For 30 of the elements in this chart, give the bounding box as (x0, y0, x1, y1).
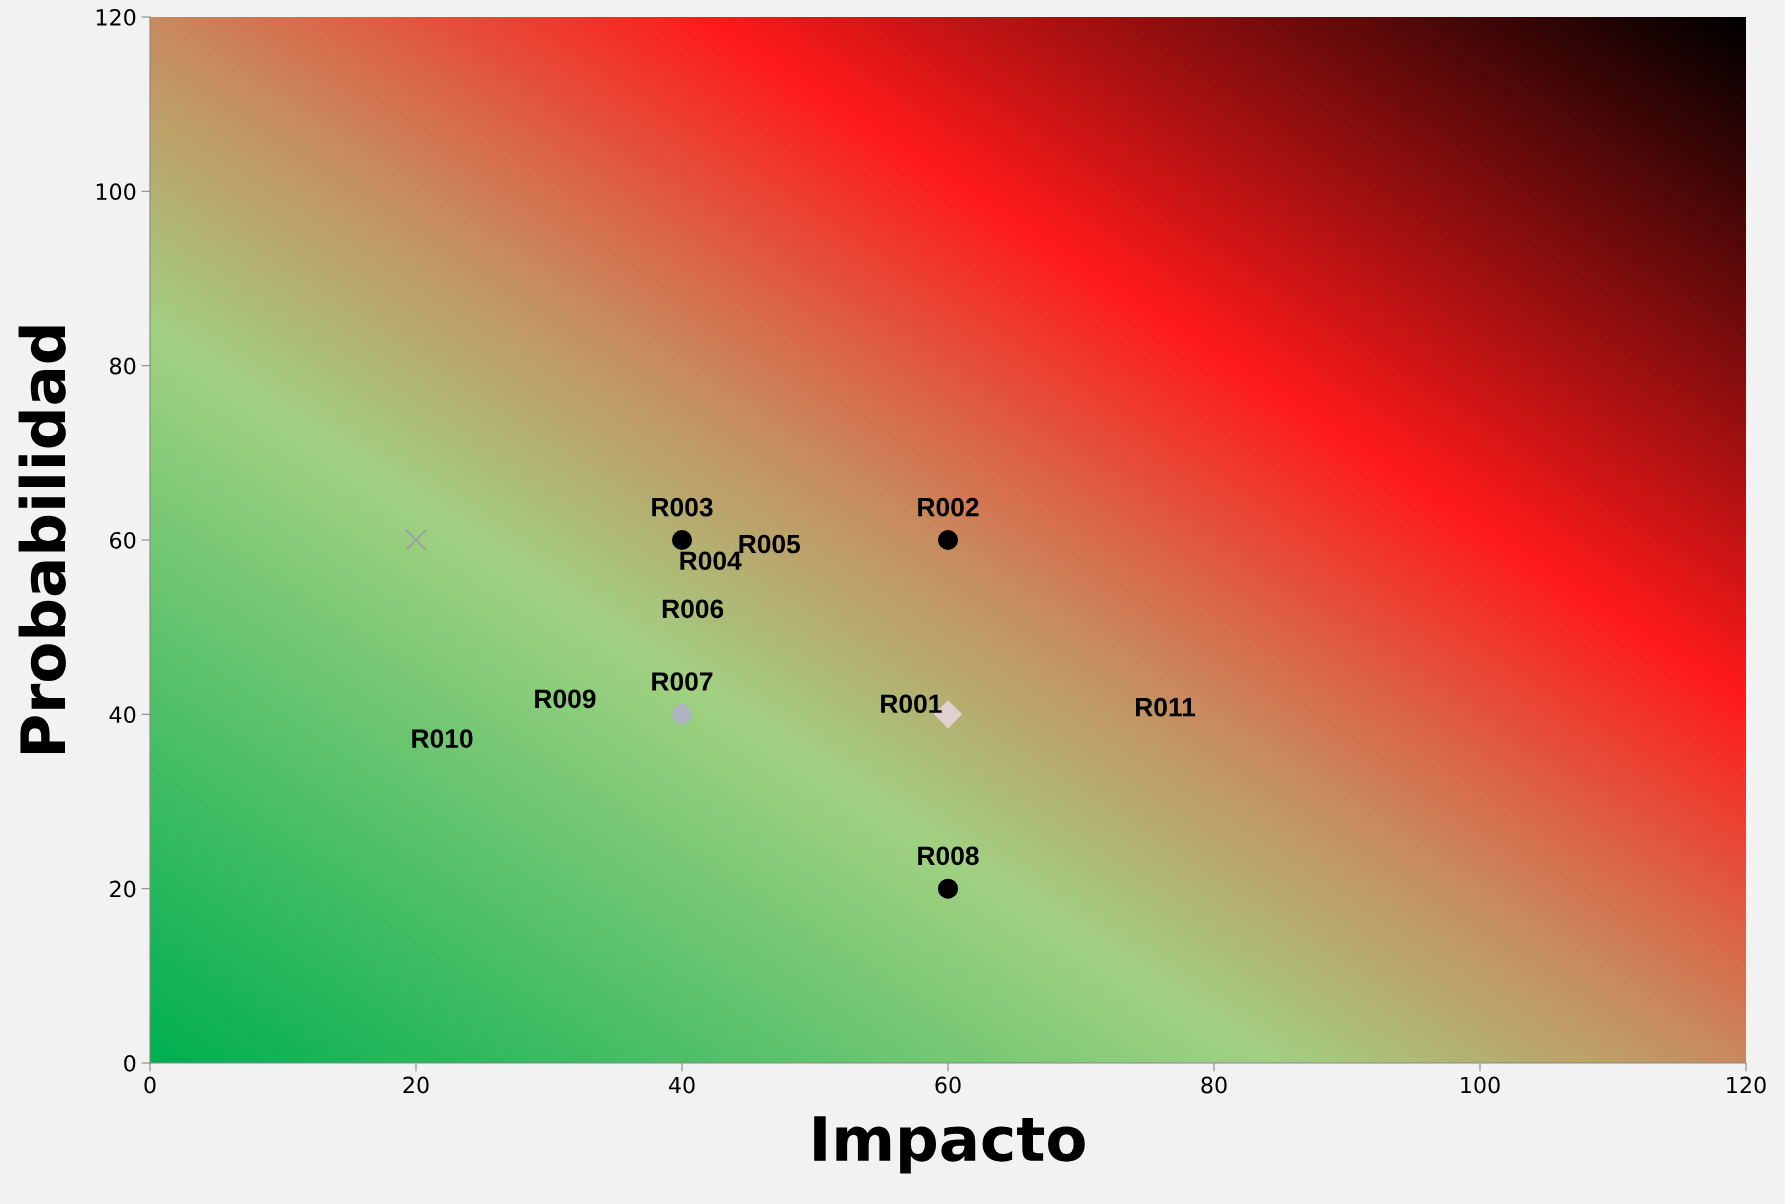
y-tick-label: 60 (110, 531, 136, 549)
annotation: R009 (535, 689, 596, 709)
point (671, 704, 693, 725)
x-tick-label: 0 (144, 1076, 156, 1094)
x-tick-label: 120 (1727, 1076, 1766, 1094)
y-tick-label: 0 (124, 1054, 136, 1072)
annotation: R010 (412, 729, 473, 748)
annotation: R011 (1136, 697, 1196, 717)
data-label: R001 (881, 694, 942, 714)
point (405, 529, 427, 551)
y-tick-label: 80 (110, 357, 136, 375)
y-tick-label: 40 (109, 706, 136, 724)
y-tick-label: 100 (96, 183, 136, 201)
x-tick-label: 20 (403, 1076, 429, 1094)
x-axis-title: Impacto (814, 1116, 1085, 1174)
data-label: R008 (918, 846, 979, 866)
x-tick-label: 100 (1461, 1076, 1500, 1094)
data-label: R003 (652, 497, 713, 517)
annotation: R006 (662, 599, 724, 619)
x-tick-label: 40 (668, 1076, 695, 1094)
y-tick-label: 120 (96, 8, 136, 26)
x-tick-label: 60 (935, 1076, 961, 1094)
point (671, 529, 693, 551)
point (937, 878, 959, 899)
data-label: R002 (918, 497, 979, 517)
x-tick-label: 80 (1201, 1076, 1227, 1094)
point (937, 529, 959, 551)
y-tick-label: 20 (110, 880, 136, 898)
data-label: R007 (652, 672, 713, 691)
y-axis-title: Probabilidad (18, 326, 66, 753)
